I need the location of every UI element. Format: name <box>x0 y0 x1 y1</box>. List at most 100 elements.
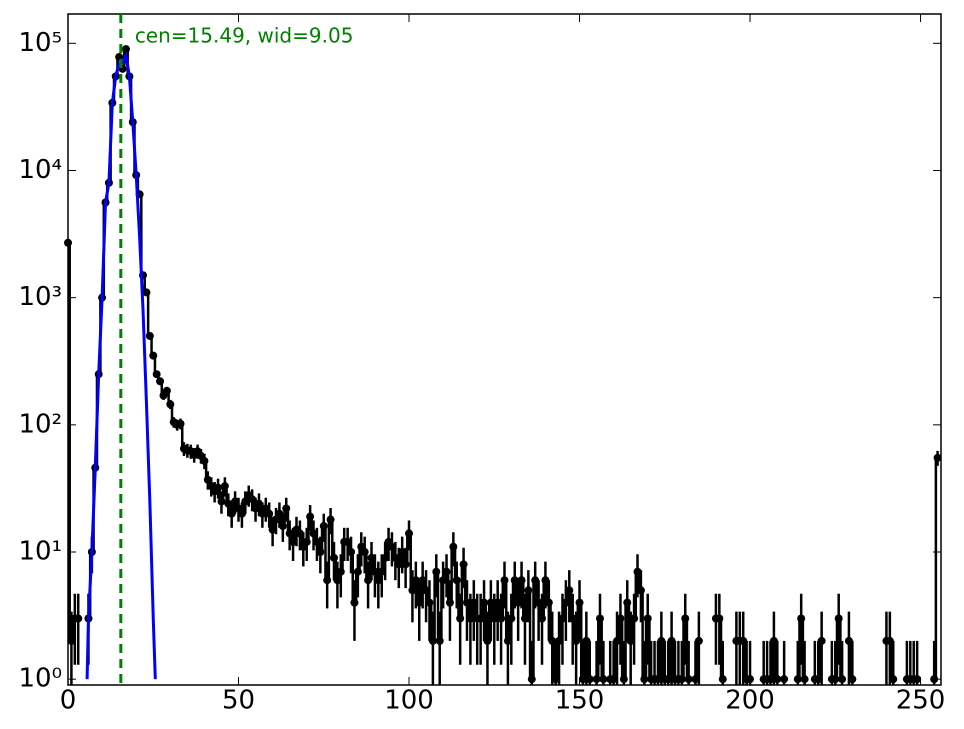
data-point <box>289 537 298 546</box>
data-point <box>834 614 843 623</box>
data-point <box>551 675 560 684</box>
data-point <box>599 675 608 684</box>
fit-annotation: cen=15.49, wid=9.05 <box>135 24 354 48</box>
data-point <box>889 675 898 684</box>
data-point <box>793 675 802 684</box>
data-point <box>428 636 437 645</box>
data-point <box>715 614 724 623</box>
data-point <box>541 576 550 585</box>
data-point <box>387 542 396 551</box>
data-point <box>677 675 686 684</box>
data-point <box>449 542 458 551</box>
data-point <box>145 331 154 340</box>
data-point <box>452 576 461 585</box>
plot-frame <box>67 13 942 686</box>
data-point <box>568 614 577 623</box>
data-point <box>561 598 570 607</box>
data-point <box>319 522 328 531</box>
data-point <box>582 636 591 645</box>
data-point <box>633 567 642 576</box>
data-point <box>316 548 325 557</box>
data-point <box>142 288 151 297</box>
data-point <box>667 636 676 645</box>
data-point <box>630 614 639 623</box>
data-point <box>531 576 540 585</box>
data-point <box>746 675 755 684</box>
data-point <box>254 499 263 508</box>
data-point <box>237 509 246 518</box>
data-point <box>329 553 338 562</box>
data-point <box>323 576 332 585</box>
data-point <box>572 636 581 645</box>
data-point <box>636 586 645 595</box>
data-point <box>817 636 826 645</box>
data-point <box>640 675 649 684</box>
data-point <box>374 576 383 585</box>
data-point <box>694 636 703 645</box>
data-point <box>149 351 158 360</box>
data-point <box>773 675 782 684</box>
data-point <box>469 598 478 607</box>
data-point <box>220 482 229 491</box>
data-point <box>353 567 362 576</box>
data-point <box>476 614 485 623</box>
data-point <box>595 614 604 623</box>
data-point <box>401 560 410 569</box>
data-point <box>575 598 584 607</box>
data-point <box>214 483 223 492</box>
data-point <box>162 386 171 395</box>
data-point <box>585 675 594 684</box>
data-point <box>616 614 625 623</box>
data-point <box>295 529 304 538</box>
data-point <box>398 548 407 557</box>
data-point <box>370 567 379 576</box>
data-point <box>121 45 130 54</box>
data-point <box>432 567 441 576</box>
data-point <box>408 586 417 595</box>
data-point <box>490 614 499 623</box>
data-point <box>203 475 212 484</box>
data-point <box>565 586 574 595</box>
data-point <box>739 636 748 645</box>
data-point <box>272 515 281 524</box>
data-point <box>514 598 523 607</box>
data-point <box>538 614 547 623</box>
data-point <box>312 537 321 546</box>
data-point <box>166 400 175 409</box>
data-point <box>930 675 939 684</box>
x-tick-label: 200 <box>725 686 775 716</box>
data-point <box>309 529 318 538</box>
data-point <box>456 614 465 623</box>
data-point <box>459 560 468 569</box>
data-point <box>364 576 373 585</box>
data-point <box>691 675 700 684</box>
data-point <box>769 636 778 645</box>
data-point <box>527 675 536 684</box>
data-point <box>415 598 424 607</box>
data-point <box>265 509 274 518</box>
data-point <box>360 548 369 557</box>
data-point <box>486 598 495 607</box>
data-point <box>64 238 72 247</box>
data-point <box>497 614 506 623</box>
y-tick-label: 10² <box>18 409 62 439</box>
data-point <box>933 453 942 462</box>
data-point <box>885 636 894 645</box>
data-point <box>425 598 434 607</box>
x-tick-label: 100 <box>384 686 434 716</box>
data-point <box>306 512 315 521</box>
data-point <box>797 614 806 623</box>
data-point <box>664 675 673 684</box>
data-point <box>445 598 454 607</box>
data-steps <box>66 47 940 681</box>
data-point <box>493 598 502 607</box>
data-point <box>534 598 543 607</box>
data-point <box>558 614 567 623</box>
data-point <box>483 636 492 645</box>
y-tick-label: 10⁵ <box>18 28 62 58</box>
data-point <box>176 419 185 428</box>
x-tick-label: 50 <box>222 686 255 716</box>
data-point <box>480 598 489 607</box>
data-point <box>275 509 284 518</box>
